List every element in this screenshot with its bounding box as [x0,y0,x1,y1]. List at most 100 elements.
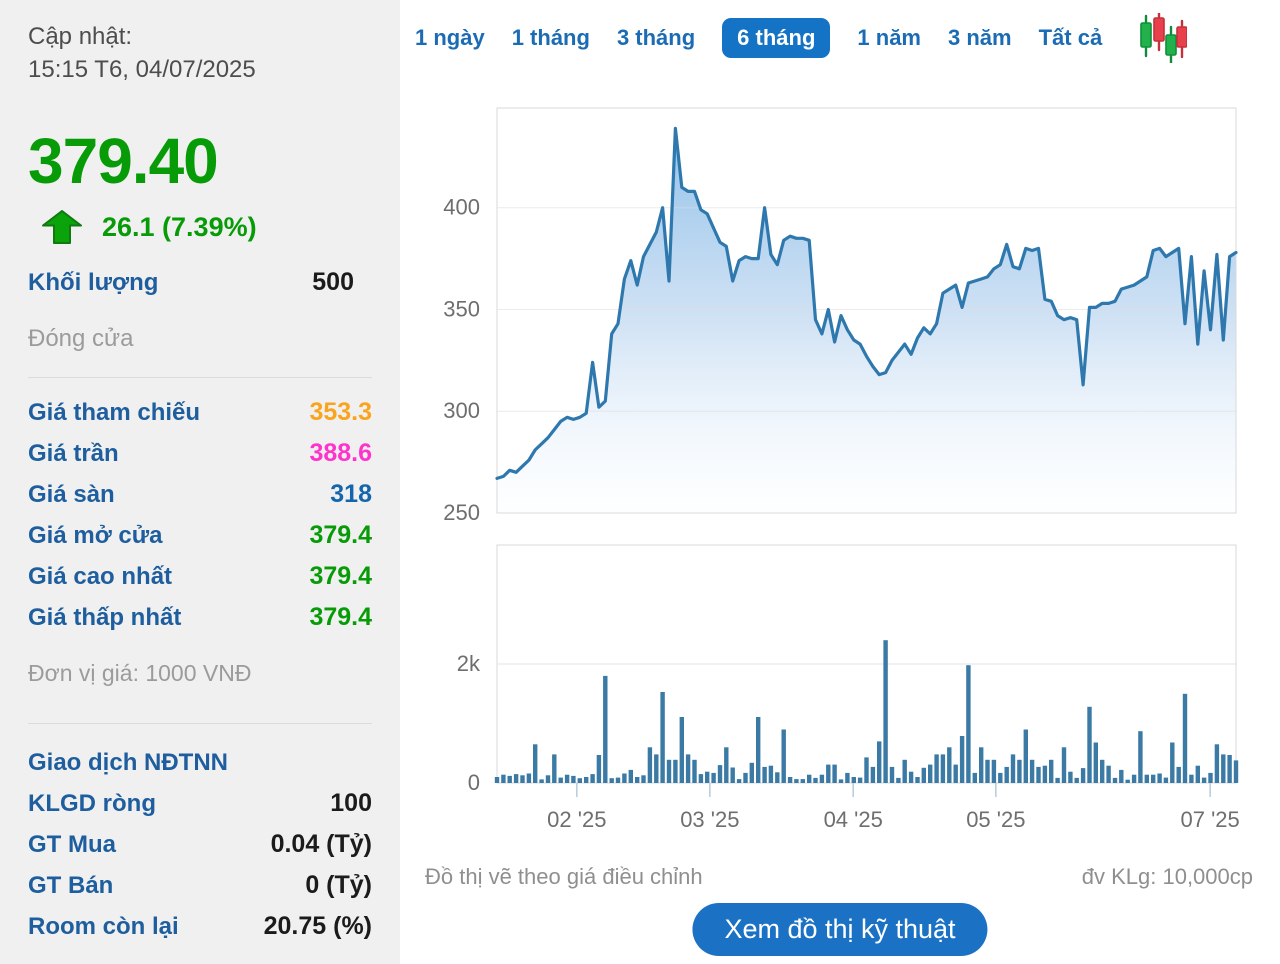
candlestick-chart-icon[interactable] [1137,13,1188,63]
volume-bar [940,754,946,783]
volume-bar [736,779,742,783]
volume-bar [1080,768,1086,783]
volume-bar [921,767,926,783]
foreign-row-label: Room còn lại [28,912,179,940]
tab-1-ngày[interactable]: 1 ngày [415,25,485,50]
volume-bar [1157,773,1162,783]
volume-label: Khối lượng [28,268,159,296]
volume-bar [775,772,780,783]
volume-bar [1201,777,1207,783]
xtick-label: 04 '25 [824,807,883,832]
volume-bar [1042,765,1048,783]
volume-bar [845,772,850,783]
volume-bar [1208,772,1213,783]
arrow-up-icon [42,210,82,244]
divider [28,723,372,724]
price-volume-chart[interactable]: 400 350 300 250 2k 0 02 '25 03 '25 04 '25 05 '25 0… [400,75,1280,845]
volume-bar [596,755,602,783]
volume-bar [666,759,672,783]
price-plot-border [496,107,1237,514]
tab-6-tháng[interactable]: 6 tháng [722,18,831,58]
xtick-label: 03 '25 [680,807,739,832]
volume-bar [609,778,614,783]
volume-bar [1023,729,1028,783]
tab-1-năm[interactable]: 1 năm [857,25,921,50]
volume-bar [1233,760,1239,783]
tab-3-tháng[interactable]: 3 tháng [616,25,696,50]
volume-bar [1170,742,1175,783]
volume-bar [1004,766,1009,783]
tab-tất-cả[interactable]: Tất cả [1038,25,1103,50]
volume-bar [520,775,525,783]
volume-bar [1163,777,1169,783]
volume-bar [1100,759,1105,783]
volume-bar [507,775,512,783]
foreign-row-value: 0.04 (Tỷ) [270,830,372,858]
volume-bar [743,772,748,783]
tab-3-năm[interactable]: 3 năm [948,25,1012,50]
volume-bar [724,747,729,783]
volume-bar [1074,777,1079,783]
volume-bar [1189,774,1194,783]
foreign-trading-table: KLGD ròng 100 GT Mua 0.04 (Tỷ) GT Bán 0 (Tỷ) R… [28,783,372,947]
volume-bar [807,774,812,783]
volume-bar [838,779,844,783]
foreign-row: GT Bán 0 (Tỷ) [28,865,372,906]
volume-bar [1138,731,1143,783]
xtick-label: 02 '25 [547,807,606,832]
volume-bar [552,754,557,783]
volume-bar [908,771,914,783]
quote-sidebar: Cập nhật: 15:15 T6, 04/07/2025 379.40 26… [0,0,400,964]
tab-1-tháng[interactable]: 1 tháng [511,25,590,50]
price-row-label: Giá trần [28,439,119,467]
foreign-row: GT Mua 0.04 (Tỷ) [28,824,372,865]
volume-bar [1068,771,1073,783]
volume-bar [934,754,939,783]
xtick-label: 07 '25 [1181,807,1240,832]
volume-bar [1029,759,1035,783]
price-row-value: 353.3 [309,398,372,426]
volume-bar [1112,777,1118,783]
volume-bar [959,736,965,783]
volume-bar [545,775,551,783]
foreign-row: Room còn lại 20.75 (%) [28,906,372,947]
volume-bar [1017,759,1022,783]
volume-bar [762,766,767,783]
price-ytick-label: 300 [443,398,480,423]
price-row-value: 379.4 [309,521,372,549]
volume-bar [647,747,653,783]
volume-bar [577,778,582,783]
foreign-row-value: 20.75 (%) [263,912,372,940]
volume-bar [526,773,532,783]
chart-svg: 400 350 300 250 2k 0 02 '25 03 '25 04 '25 05 '25 0… [443,107,1240,832]
timeframe-tabs: 1 ngày 1 tháng 3 tháng 6 tháng 1 năm 3 năm Tất… [415,13,1188,63]
volume-bar [539,779,544,783]
price-area [497,128,1236,513]
volume-bar [870,766,876,783]
volume-bar [698,774,704,783]
price-row-label: Giá thấp nhất [28,603,182,631]
price-change-value: 26.1 (7.39%) [102,211,257,242]
price-row-label: Giá cao nhất [28,562,173,590]
volume-bar [635,777,640,783]
volume-bar [985,759,990,783]
volume-value: 500 [312,268,354,296]
update-label: Cập nhật: [28,23,133,50]
volume-bar [1049,759,1054,783]
foreign-row-label: KLGD ròng [28,789,156,817]
volume-row: Khối lượng 500 [28,268,372,297]
volume-bar [494,777,500,783]
volume-bar [628,769,633,783]
volume-bar [947,747,952,783]
volume-bar [832,764,837,783]
price-table: Giá tham chiếu 353.3 Giá trần 388.6 Giá sàn 3… [28,392,372,638]
volume-bar [564,774,570,783]
price-row-label: Giá sàn [28,480,115,508]
price-row-value: 318 [330,480,372,508]
technical-chart-button[interactable]: Xem đồ thị kỹ thuật [692,903,988,956]
volume-bar [1195,765,1200,783]
volume-bar [749,762,754,783]
price-row-label: Giá tham chiếu [28,398,201,426]
price-row: Giá trần 388.6 [28,433,372,474]
volume-bar [819,774,825,783]
